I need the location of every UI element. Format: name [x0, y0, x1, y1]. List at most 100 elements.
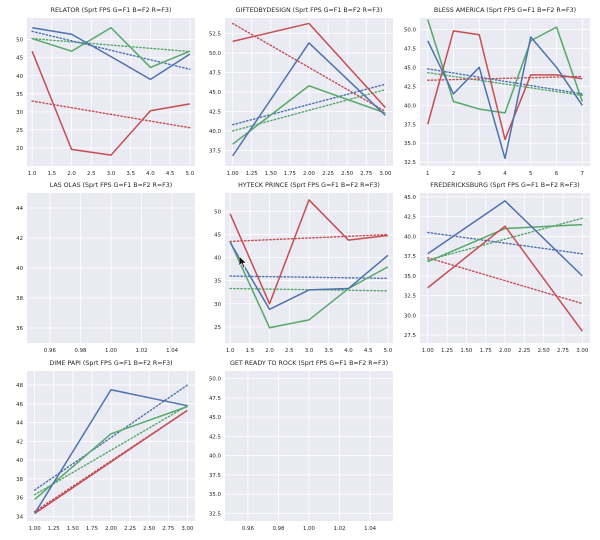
- x-tick-label: 6: [555, 171, 559, 177]
- series-line-blue: [34, 389, 188, 514]
- x-tick-label: 1.25: [246, 171, 258, 177]
- y-tick-label: 40: [16, 266, 23, 272]
- x-tick-label: 3.00: [181, 526, 194, 532]
- x-tick-label: 1.00: [227, 171, 240, 177]
- chart-panel: GET READY TO ROCK (Sprt FPS G=F1 B=F2 R=…: [209, 360, 393, 532]
- chart-panel: FREDERICKSBURG (Sprt FPS G=F1 B=F2 R=F3)…: [404, 182, 590, 354]
- y-tick-label: 45: [16, 56, 23, 62]
- y-tick-label: 42.5: [209, 434, 221, 440]
- x-tick-label: 4.0: [344, 348, 353, 354]
- y-tick-label: 25: [16, 128, 23, 134]
- y-tick-label: 42: [16, 236, 23, 242]
- trend-line-red: [229, 233, 389, 243]
- x-tick-label: 4.5: [364, 348, 373, 354]
- chart-panel: BLESS AMERICA (Sprt FPS G=F1 B=F2 R=F3) 1…: [404, 7, 590, 177]
- x-tick-label: 1.50: [67, 526, 80, 532]
- x-tick-label: 2.25: [322, 171, 334, 177]
- trend-line-blue: [427, 68, 583, 95]
- x-tick-label: 0.98: [74, 348, 87, 354]
- x-tick-label: 2.00: [499, 348, 512, 354]
- y-tick-label: 50: [214, 209, 221, 215]
- x-tick-label: 1.00: [29, 526, 42, 532]
- x-tick-label: 3.5: [126, 171, 135, 177]
- x-tick-label: 1.25: [441, 348, 453, 354]
- y-tick-label: 30: [214, 302, 221, 308]
- x-tick-label: 1.25: [48, 526, 60, 532]
- x-tick-label: 4: [503, 171, 507, 177]
- y-tick-label: 50: [16, 38, 23, 44]
- x-tick-label: 1.75: [284, 171, 296, 177]
- y-tick-label: 44: [16, 421, 23, 427]
- trend-line-green: [31, 37, 191, 53]
- series-line-green: [229, 241, 389, 329]
- chart-title: HYTECK PRINCE (Sprt FPS G=F1 B=F2 R=F3): [238, 182, 380, 189]
- y-tick-label: 35.0: [404, 274, 417, 280]
- y-tick-label: 35.0: [209, 492, 222, 498]
- y-tick-label: 45.0: [404, 195, 417, 201]
- trend-line-red: [31, 100, 191, 129]
- x-tick-label: 5.0: [384, 348, 393, 354]
- y-tick-label: 40.0: [209, 129, 222, 135]
- y-tick-label: 50.0: [209, 377, 222, 383]
- y-tick-label: 50.0: [404, 27, 417, 33]
- series-line-blue: [32, 27, 191, 81]
- y-tick-label: 42.5: [209, 109, 221, 115]
- y-tick-label: 44: [16, 206, 23, 212]
- x-tick-label: 1.50: [460, 348, 473, 354]
- x-tick-label: 1.75: [86, 526, 98, 532]
- trend-line-red: [427, 75, 583, 81]
- x-tick-label: 2.25: [124, 526, 136, 532]
- x-tick-label: 1.04: [166, 348, 179, 354]
- y-tick-label: 45: [214, 233, 221, 239]
- series-line-blue: [232, 42, 386, 157]
- x-tick-label: 1.5: [48, 171, 57, 177]
- trend-line-red: [231, 22, 387, 113]
- x-tick-label: 2.75: [360, 171, 372, 177]
- y-tick-label: 45.0: [209, 415, 222, 421]
- x-tick-label: 1.02: [334, 526, 346, 532]
- y-tick-label: 47.5: [209, 71, 221, 77]
- x-tick-label: 3.00: [576, 348, 589, 354]
- y-tick-label: 52.5: [209, 32, 221, 38]
- chart-title: FREDERICKSBURG (Sprt FPS G=F1 B=F2 R=F3): [430, 182, 579, 189]
- x-tick-label: 3.5: [324, 348, 333, 354]
- x-tick-label: 2.50: [143, 526, 156, 532]
- x-tick-label: 1.04: [364, 526, 377, 532]
- y-tick-label: 47.5: [404, 46, 416, 52]
- y-tick-label: 45.0: [404, 65, 417, 71]
- y-tick-label: 30: [16, 110, 23, 116]
- chart-panel: RELATOR (Sprt FPS G=F1 B=F2 R=F3) 1.0 1.5 2…: [16, 7, 195, 177]
- trend-line-green: [427, 71, 583, 97]
- x-tick-label: 0.96: [242, 526, 255, 532]
- x-tick-label: 2.25: [518, 348, 530, 354]
- series-line-red: [34, 409, 188, 515]
- y-tick-label: 27.5: [404, 333, 416, 339]
- y-tick-label: 42.5: [404, 215, 416, 221]
- series-line-green: [232, 85, 386, 145]
- y-tick-label: 37.5: [209, 148, 221, 154]
- x-tick-label: 1.5: [246, 348, 255, 354]
- y-tick-label: 36: [16, 496, 23, 502]
- x-tick-label: 4.5: [166, 171, 175, 177]
- y-tick-label: 35: [214, 279, 221, 285]
- y-tick-label: 34: [16, 514, 23, 520]
- y-tick-label: 37.5: [209, 473, 221, 479]
- y-tick-label: 35.0: [404, 141, 417, 147]
- series-line-red: [427, 225, 583, 332]
- x-tick-label: 2.00: [105, 526, 118, 532]
- x-tick-label: 3.0: [107, 171, 116, 177]
- x-tick-label: 4.0: [146, 171, 155, 177]
- chart-panel: DIME PAPI (Sprt FPS G=F1 B=F2 R=F3) 1.00 1…: [16, 360, 195, 532]
- y-tick-label: 42: [16, 439, 23, 445]
- y-tick-label: 40: [16, 458, 23, 464]
- x-tick-label: 3.0: [305, 348, 314, 354]
- chart-title: GIFTEDBYDESIGN (Sprt FPS G=F1 B=F2 R=F3): [236, 7, 383, 14]
- x-tick-label: 2.5: [87, 171, 96, 177]
- series-line-green: [31, 27, 191, 69]
- y-tick-label: 48: [16, 383, 23, 389]
- chart-title: RELATOR (Sprt FPS G=F1 B=F2 R=F3): [51, 7, 172, 14]
- series-line-green: [427, 223, 583, 263]
- x-tick-label: 1.0: [226, 348, 235, 354]
- x-tick-label: 5.0: [186, 171, 195, 177]
- y-tick-label: 42.5: [404, 84, 416, 90]
